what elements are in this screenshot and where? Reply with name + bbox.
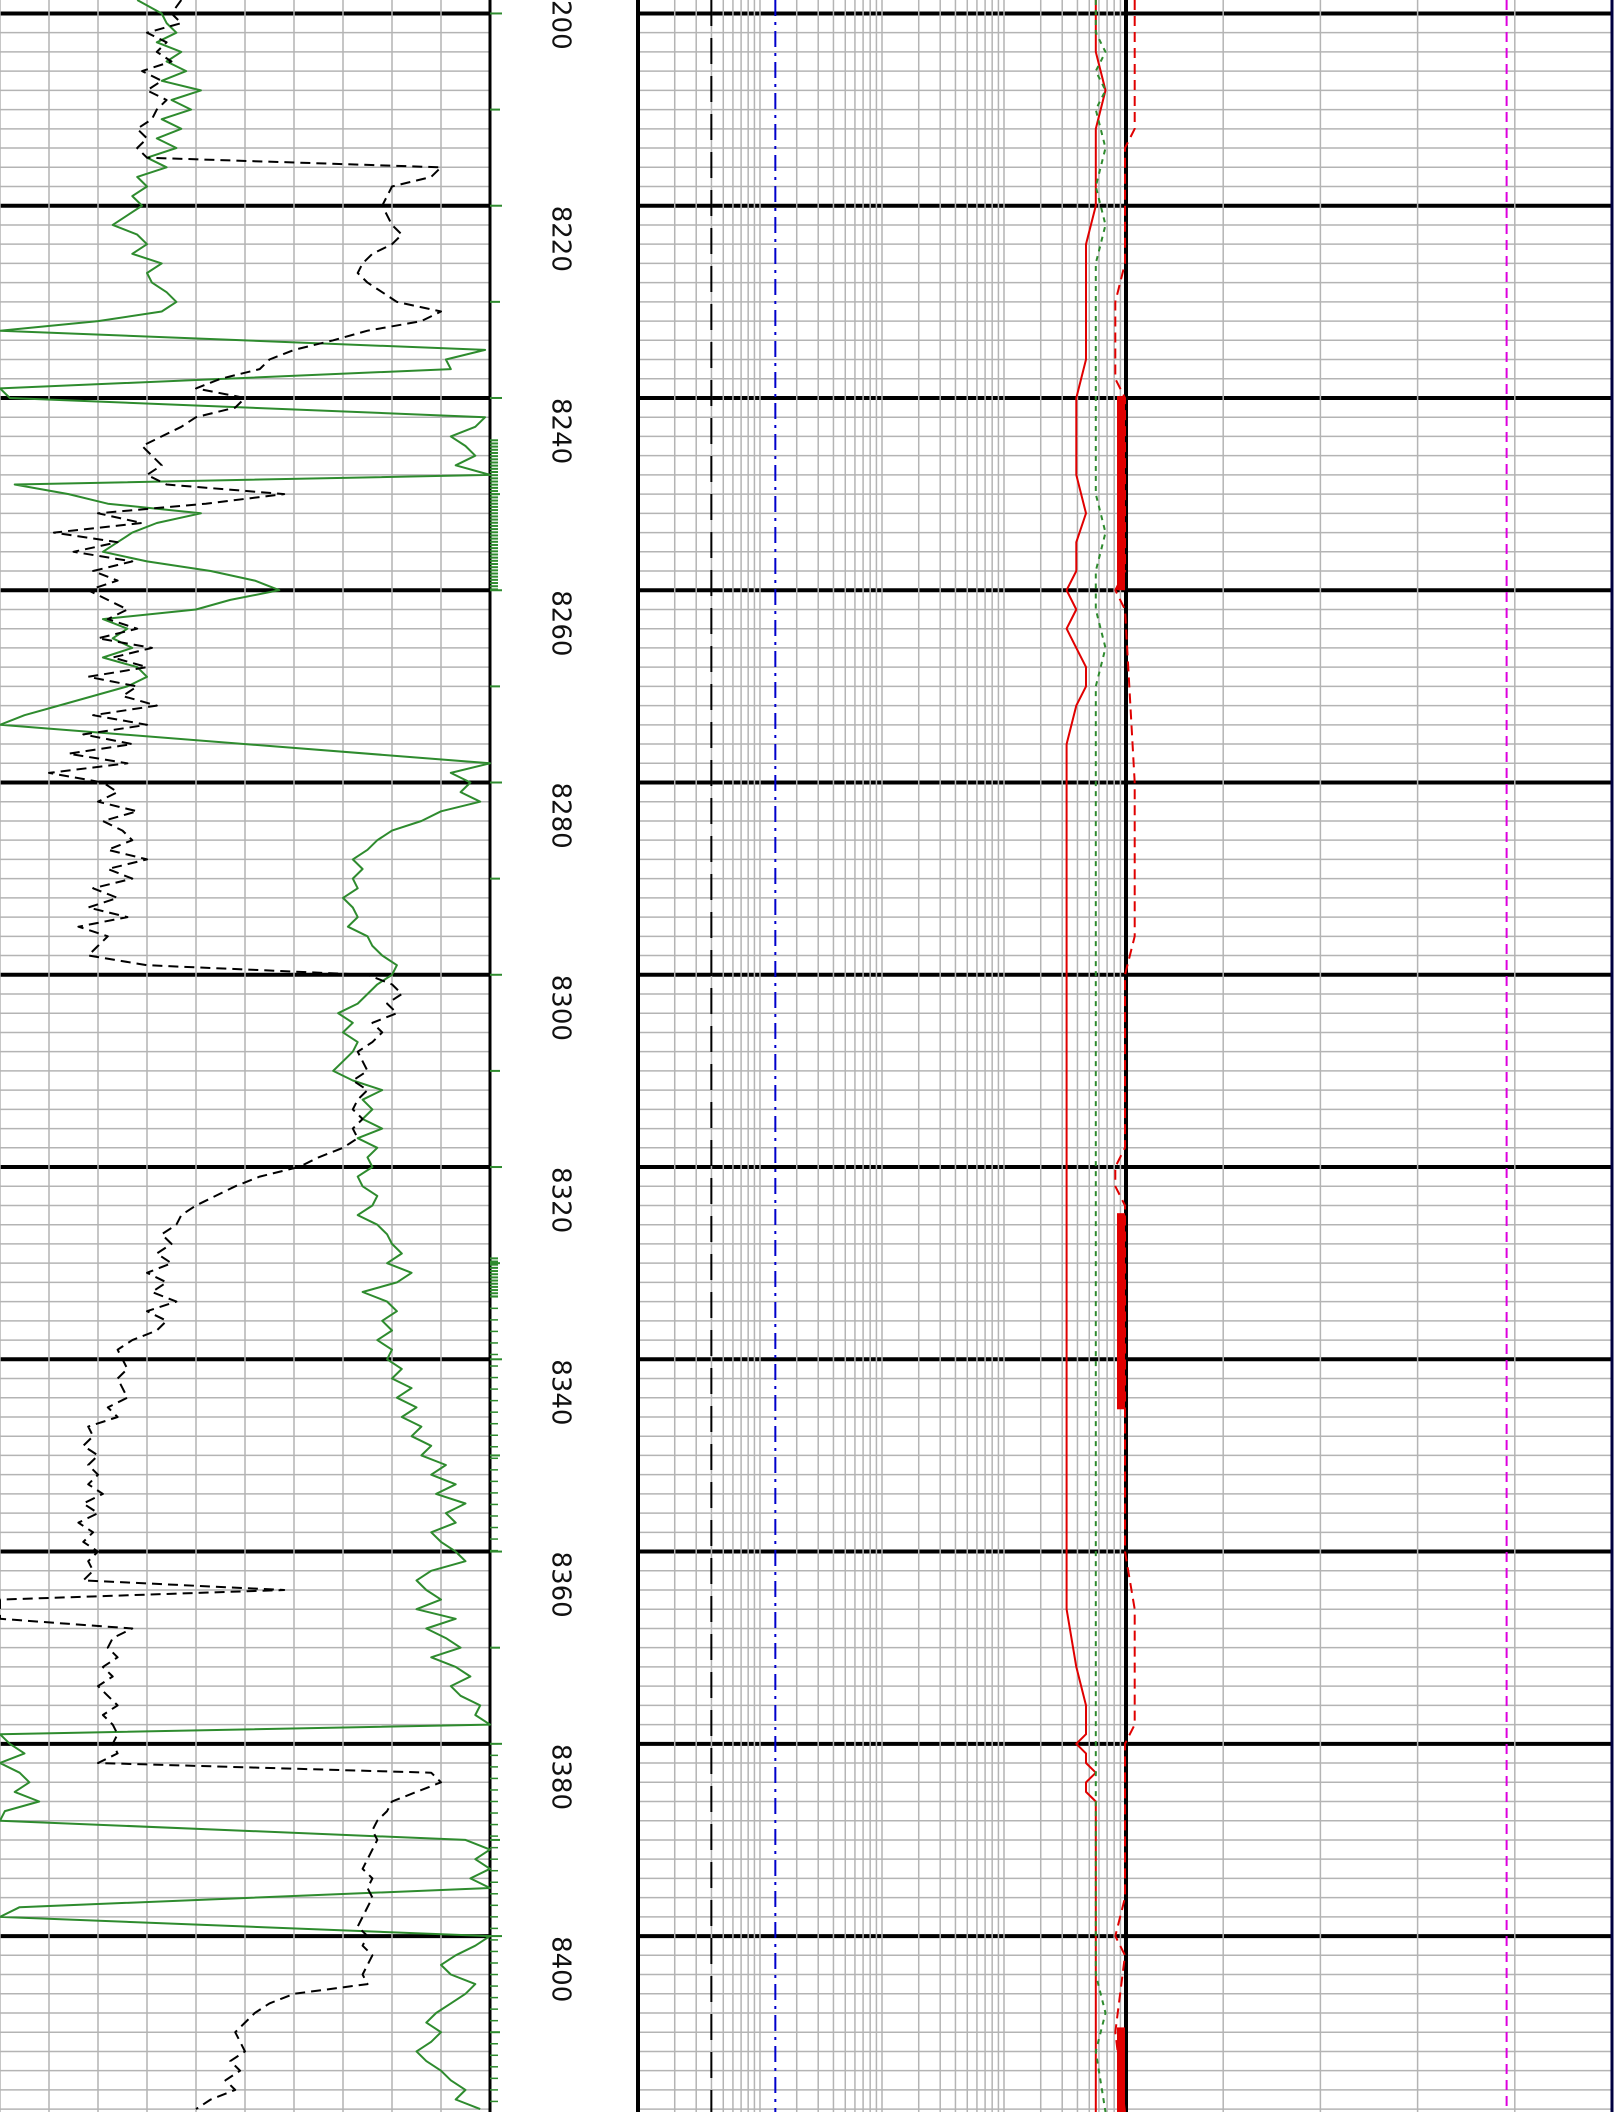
depth-label-2: 8240 (546, 398, 576, 464)
depth-label-9: 8380 (546, 1744, 576, 1810)
depth-label-10: 8400 (546, 1936, 576, 2002)
left-gamma-curve (0, 0, 491, 2111)
depth-label-3: 8260 (546, 590, 576, 656)
perforation-bar (1117, 1213, 1125, 1410)
depth-label-1: 8220 (546, 206, 576, 272)
right-medium-res-curve (1094, 0, 1107, 2112)
depth-label-0: 200 (546, 0, 576, 50)
perforation-bar (1117, 2027, 1125, 2112)
perforation-bars (1117, 396, 1125, 2112)
depth-label-6: 8320 (546, 1167, 576, 1233)
depth-label-7: 8340 (546, 1359, 576, 1425)
right-deep-res-curve (1065, 0, 1107, 2112)
right-shallow-res-curve (1114, 0, 1136, 2112)
right-track-curves (1065, 0, 1136, 2112)
left-sp-curve (0, 0, 442, 2110)
left-track-grid (0, 0, 492, 2112)
depth-ticks (490, 12, 502, 2103)
depth-label-5: 8300 (546, 975, 576, 1041)
depth-labels: 200 8220 8240 8260 8280 8300 8320 8340 8… (546, 0, 576, 2002)
reference-lines (710, 0, 1508, 2112)
depth-label-8: 8360 (546, 1552, 576, 1618)
perforation-bar (1117, 396, 1125, 591)
depth-label-4: 8280 (546, 783, 576, 849)
left-track-curves (0, 0, 491, 2111)
